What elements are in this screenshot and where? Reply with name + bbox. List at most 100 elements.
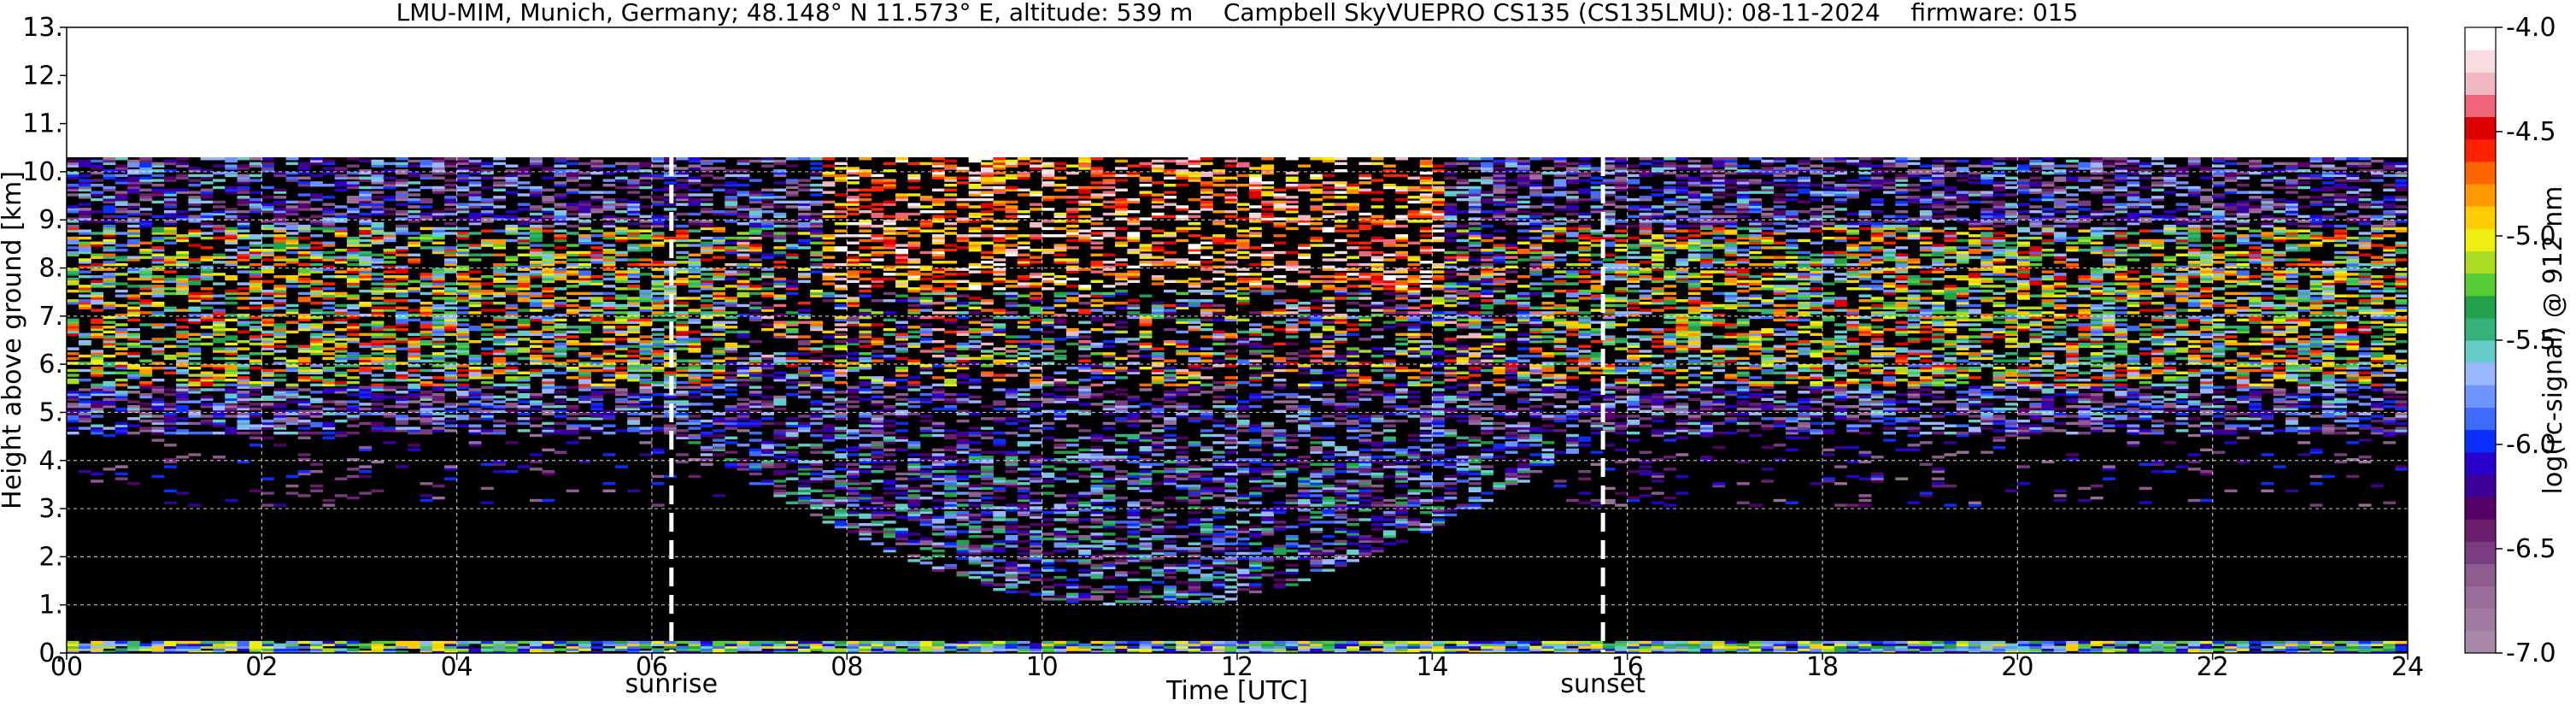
heatmap-cell bbox=[688, 181, 701, 185]
heatmap-cell bbox=[590, 297, 604, 300]
heatmap-cell bbox=[810, 400, 824, 403]
heatmap-cell bbox=[505, 232, 519, 235]
heatmap-cell bbox=[127, 407, 140, 411]
heatmap-cell bbox=[542, 262, 555, 267]
heatmap-cell bbox=[334, 220, 348, 223]
heatmap-cell bbox=[188, 174, 202, 178]
heatmap-cell bbox=[919, 458, 933, 462]
heatmap-cell bbox=[798, 205, 811, 209]
heatmap-cell bbox=[859, 344, 872, 348]
heatmap-cell bbox=[127, 391, 140, 394]
heatmap-cell bbox=[700, 403, 713, 406]
heatmap-cell bbox=[530, 191, 543, 194]
heatmap-cell bbox=[627, 212, 641, 216]
heatmap-cell bbox=[748, 340, 762, 344]
heatmap-cell bbox=[91, 407, 104, 411]
heatmap-cell bbox=[810, 356, 824, 361]
heatmap-cell bbox=[798, 415, 811, 418]
heatmap-cell bbox=[956, 236, 970, 240]
heatmap-cell bbox=[651, 234, 665, 238]
heatmap-cell bbox=[91, 279, 104, 283]
heatmap-cell bbox=[176, 371, 189, 374]
heatmap-cell bbox=[114, 191, 128, 194]
heatmap-cell bbox=[408, 181, 421, 185]
heatmap-cell bbox=[67, 648, 79, 651]
heatmap-cell bbox=[371, 359, 384, 362]
heatmap-cell bbox=[602, 273, 616, 276]
heatmap-cell bbox=[651, 350, 665, 353]
heatmap-cell bbox=[431, 321, 445, 324]
heatmap-cell bbox=[542, 362, 555, 365]
heatmap-cell bbox=[554, 391, 567, 394]
heatmap-cell bbox=[785, 470, 799, 474]
heatmap-cell bbox=[859, 224, 872, 228]
heatmap-cell bbox=[103, 403, 116, 406]
heatmap-cell bbox=[420, 415, 433, 418]
heatmap-cell bbox=[285, 200, 299, 204]
heatmap-cell bbox=[859, 397, 872, 401]
heatmap-cell bbox=[602, 217, 616, 221]
heatmap-cell bbox=[322, 391, 336, 394]
heatmap-cell bbox=[359, 407, 373, 411]
heatmap-cell bbox=[883, 412, 896, 415]
heatmap-cell bbox=[688, 229, 701, 232]
heatmap-cell bbox=[664, 236, 677, 240]
heatmap-cell bbox=[346, 650, 360, 653]
heatmap-cell bbox=[297, 327, 311, 332]
heatmap-cell bbox=[968, 347, 982, 350]
heatmap-cell bbox=[530, 164, 543, 168]
heatmap-cell bbox=[396, 640, 408, 644]
heatmap-cell bbox=[834, 368, 848, 373]
heatmap-cell bbox=[322, 229, 336, 232]
heatmap-cell bbox=[834, 484, 848, 488]
heatmap-cell bbox=[505, 347, 519, 350]
heatmap-cell bbox=[273, 287, 287, 291]
heatmap-cell bbox=[408, 640, 421, 644]
heatmap-cell bbox=[273, 350, 287, 353]
heatmap-cell bbox=[431, 171, 445, 175]
heatmap-cell bbox=[736, 174, 750, 178]
heatmap-cell bbox=[79, 184, 91, 187]
heatmap-cell bbox=[114, 262, 128, 267]
heatmap-cell bbox=[554, 415, 567, 418]
heatmap-cell bbox=[602, 256, 616, 259]
heatmap-cell bbox=[127, 342, 140, 346]
heatmap-cell bbox=[554, 222, 567, 226]
heatmap-cell bbox=[944, 462, 958, 466]
heatmap-cell bbox=[834, 456, 848, 459]
heatmap-cell bbox=[359, 277, 373, 281]
heatmap-cell bbox=[371, 356, 384, 361]
heatmap-cell bbox=[505, 256, 519, 259]
heatmap-cell bbox=[883, 513, 896, 517]
heatmap-cell bbox=[163, 203, 177, 206]
heatmap-cell bbox=[346, 354, 360, 358]
heatmap-cell bbox=[919, 433, 933, 438]
heatmap-cell bbox=[566, 299, 579, 303]
heatmap-cell bbox=[834, 327, 848, 332]
heatmap-cell bbox=[883, 643, 896, 647]
heatmap-cell bbox=[468, 297, 482, 300]
heatmap-cell bbox=[883, 277, 896, 281]
heatmap-cell bbox=[931, 289, 945, 293]
heatmap-cell bbox=[578, 379, 591, 382]
heatmap-cell bbox=[456, 236, 470, 240]
heatmap-cell bbox=[773, 236, 787, 240]
heatmap-cell bbox=[322, 311, 336, 315]
heatmap-cell bbox=[956, 197, 970, 202]
heatmap-cell bbox=[371, 203, 384, 206]
heatmap-cell bbox=[237, 246, 250, 250]
heatmap-cell bbox=[359, 191, 373, 194]
heatmap-cell bbox=[847, 197, 860, 202]
heatmap-cell bbox=[944, 282, 958, 285]
heatmap-cell bbox=[713, 321, 725, 324]
heatmap-cell bbox=[261, 371, 274, 374]
heatmap-cell bbox=[725, 250, 738, 255]
heatmap-cell bbox=[688, 385, 701, 389]
heatmap-cell bbox=[322, 196, 336, 199]
heatmap-cell bbox=[773, 169, 787, 173]
heatmap-cell bbox=[310, 196, 323, 199]
heatmap-cell bbox=[773, 205, 787, 209]
heatmap-cell bbox=[408, 356, 421, 361]
heatmap-cell bbox=[725, 417, 738, 421]
heatmap-cell bbox=[408, 261, 421, 264]
